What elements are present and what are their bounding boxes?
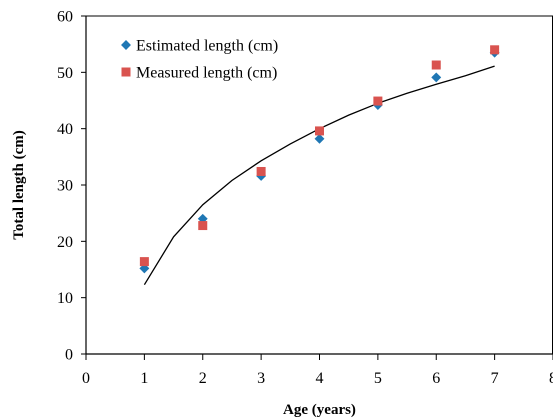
y-tick-label: 20 [57,234,73,251]
y-tick-label: 60 [57,9,73,26]
legend-label-measured: Measured length (cm) [136,65,277,82]
y-tick-label: 40 [57,121,73,138]
estimated-point [314,133,325,144]
x-tick-label: 3 [257,370,265,387]
legend: Estimated length (cm) Measured length (c… [121,38,278,82]
measured-point [139,257,149,267]
x-tick-label: 0 [82,370,90,387]
estimated-point [431,72,442,83]
measured-point [315,126,324,136]
measured-point [256,166,266,176]
measured-point [373,96,383,106]
trend-line [143,65,495,286]
x-axis-ticks: 0 1 2 3 4 5 6 7 8 [82,354,553,387]
legend-marker-estimated [121,40,131,50]
x-tick-label: 7 [491,370,499,387]
legend-label-estimated: Estimated length (cm) [136,38,278,55]
x-axis-title: Age (years) [283,402,356,418]
measured-point [198,221,208,231]
x-tick-label: 4 [316,370,324,387]
legend-marker-measured [121,67,131,77]
y-tick-label: 10 [57,290,73,307]
y-axis-ticks: 0 10 20 30 40 50 60 [57,9,86,364]
x-tick-label: 8 [549,370,553,387]
x-tick-label: 5 [374,370,382,387]
x-tick-label: 6 [432,370,440,387]
y-tick-label: 0 [65,347,73,364]
measured-point [490,45,500,55]
x-tick-label: 2 [199,370,207,387]
measured-point [431,60,441,70]
y-axis-title: Total length (cm) [11,130,27,239]
x-tick-label: 1 [140,370,148,387]
y-tick-label: 50 [57,65,73,82]
y-tick-label: 30 [57,178,73,195]
